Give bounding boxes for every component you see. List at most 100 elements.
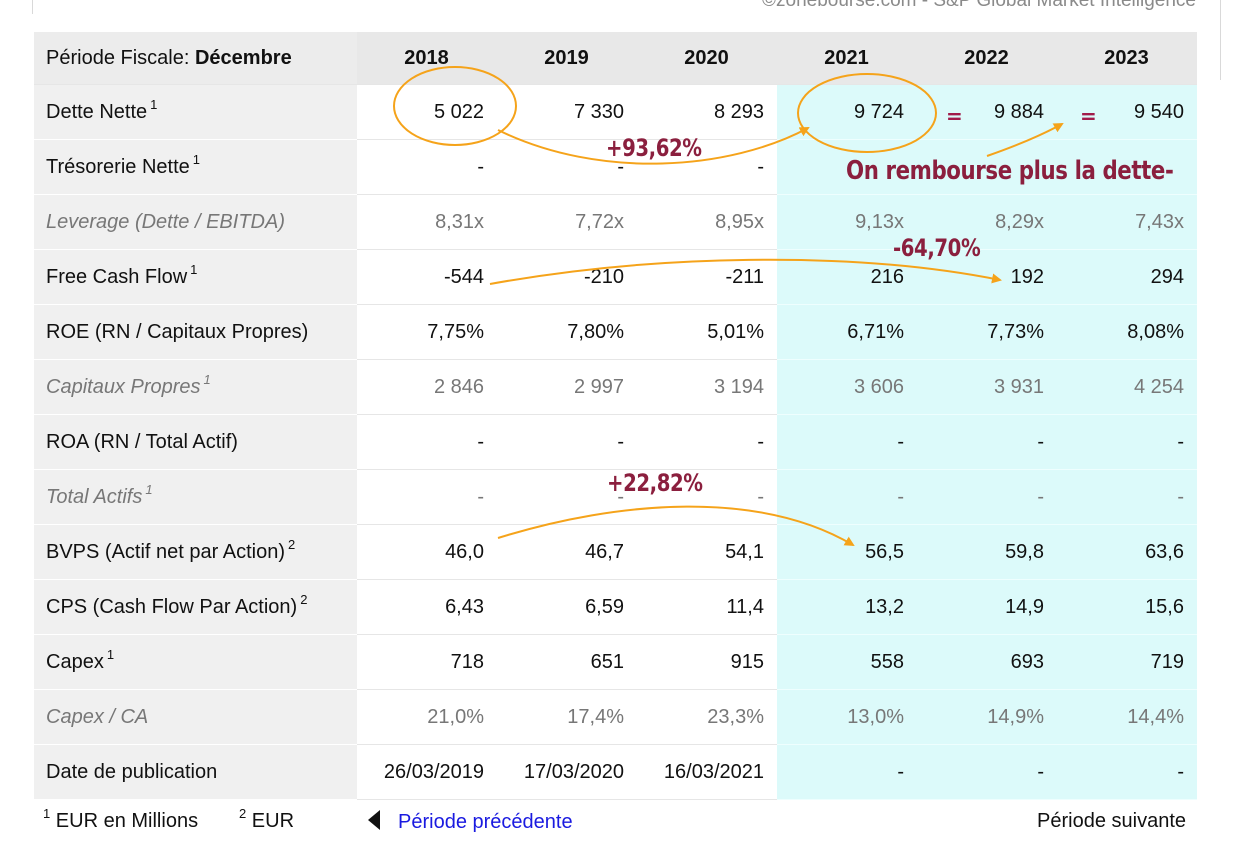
estimate-cell: 4 254 [1057, 359, 1197, 415]
estimate-cell: 13,2 [777, 579, 917, 635]
estimate-cell: - [917, 744, 1057, 800]
estimate-cell: - [1057, 469, 1197, 525]
row-label: Capitaux Propres 1 [34, 359, 357, 415]
debt-comment-annotation: On rembourse plus la dette- [846, 156, 1174, 186]
estimate-cell: 13,0% [777, 689, 917, 745]
table-row: Free Cash Flow 1 -544 -210 -211 216 192 294 [34, 249, 1197, 305]
value-cell: - [357, 414, 497, 470]
value-cell: - [357, 139, 497, 195]
year-header: 2020 [637, 32, 777, 85]
value-cell: 3 194 [637, 359, 777, 415]
right-border [1220, 0, 1221, 80]
footnote-marker: 2 [300, 591, 308, 607]
value-cell: 6,59 [497, 579, 637, 635]
table-row: Capex / CA 21,0% 17,4% 23,3% 13,0% 14,9% 14,4% [34, 689, 1197, 745]
value-cell: - [357, 469, 497, 525]
estimate-cell: - [1057, 744, 1197, 800]
row-label-text: Capex / CA [46, 705, 149, 728]
estimate-cell: - [777, 744, 917, 800]
estimate-cell: 14,4% [1057, 689, 1197, 745]
row-label-text: Leverage (Dette / EBITDA) [46, 210, 285, 233]
estimate-cell: 15,6 [1057, 579, 1197, 635]
row-label-text: BVPS (Actif net par Action) [46, 540, 285, 563]
equal-sign-2023: = [1080, 104, 1097, 128]
value-cell: 5 022 [357, 84, 497, 140]
fcf-change-annotation: -64,70% [893, 234, 981, 262]
estimate-cell: 59,8 [917, 524, 1057, 580]
row-label: Total Actifs 1 [34, 469, 357, 525]
previous-period-link[interactable]: Période précédente [368, 810, 573, 834]
row-label: BVPS (Actif net par Action) 2 [34, 524, 357, 580]
value-cell: 23,3% [637, 689, 777, 745]
estimate-cell: 9 884 [917, 84, 1057, 140]
estimate-cell: 9,13x [777, 194, 917, 250]
footnote-2: 2 EUR [236, 806, 295, 833]
estimate-cell: 558 [777, 634, 917, 690]
row-label-text: Capitaux Propres [46, 375, 201, 398]
footnote-marker: 1 [192, 151, 200, 167]
footnote-marker: 1 [145, 481, 153, 497]
footnote-marker: 1 [106, 646, 115, 662]
year-header: 2018 [357, 32, 497, 85]
table-row: Date de publication 26/03/2019 17/03/2020 1… [34, 744, 1197, 800]
row-label-text: ROE (RN / Capitaux Propres) [46, 320, 309, 343]
value-cell: 11,4 [637, 579, 777, 635]
estimate-cell: 693 [917, 634, 1057, 690]
year-header: 2019 [497, 32, 637, 85]
table-row: Capitaux Propres 1 2 846 2 997 3 194 3 606 3 9… [34, 359, 1197, 415]
value-cell: 5,01% [637, 304, 777, 360]
value-cell: 17,4% [497, 689, 637, 745]
row-label: Trésorerie Nette 1 [34, 139, 357, 195]
row-label-text: Date de publication [46, 760, 218, 783]
row-label-text: Trésorerie Nette [46, 155, 190, 178]
estimate-cell: 6,71% [777, 304, 917, 360]
row-label-text: Total Actifs [46, 485, 143, 508]
estimate-cell: 7,43x [1057, 194, 1197, 250]
value-cell: 46,7 [497, 524, 637, 580]
table-row: Total Actifs 1- - - - - - [34, 469, 1197, 525]
fiscal-period-month: Décembre [194, 46, 292, 69]
value-cell: 915 [637, 634, 777, 690]
value-cell: 21,0% [357, 689, 497, 745]
footnote-marker: 1 [150, 96, 158, 112]
value-cell: -211 [637, 249, 777, 305]
table-header-row: Période Fiscale: Décembre 2018 2019 2020… [34, 32, 1197, 85]
footnote-2-marker: 2 [239, 806, 247, 821]
bvps-growth-annotation: +22,82% [607, 469, 703, 497]
estimate-cell: 9 724 [777, 84, 917, 140]
next-period-link[interactable]: Période suivante [1037, 810, 1186, 832]
estimate-cell: 3 931 [917, 359, 1057, 415]
year-header: 2022 [917, 32, 1057, 85]
footnote-marker: 2 [288, 536, 296, 552]
estimate-cell: 56,5 [777, 524, 917, 580]
source-credit: ©zonebourse.com - S&P Global Market Inte… [762, 0, 1196, 11]
fiscal-period-prefix: Période Fiscale: [46, 46, 195, 69]
estimate-cell: 719 [1057, 634, 1197, 690]
financial-table: Période Fiscale: Décembre 2018 2019 2020… [34, 32, 1197, 800]
estimate-cell: 9 540 [1057, 84, 1197, 140]
footnote-2-text: EUR [251, 810, 295, 832]
estimate-cell: - [777, 414, 917, 470]
value-cell: 7,75% [357, 304, 497, 360]
table-row: BVPS (Actif net par Action) 2 46,0 46,7 54,1… [34, 524, 1197, 580]
year-header: 2023 [1057, 32, 1197, 85]
debt-growth-annotation: +93,62% [606, 134, 702, 162]
value-cell: 46,0 [357, 524, 497, 580]
estimate-cell: - [1057, 414, 1197, 470]
row-label-text: Capex [46, 650, 104, 673]
fiscal-period-header: Période Fiscale: Décembre [34, 32, 357, 85]
value-cell: 8,31x [357, 194, 497, 250]
table-row: ROA (RN / Total Actif) - - - - - - [34, 414, 1197, 470]
row-label-text: CPS (Cash Flow Par Action) [46, 595, 298, 618]
row-label: CPS (Cash Flow Par Action) 2 [34, 579, 357, 635]
estimate-cell: 294 [1057, 249, 1197, 305]
estimate-cell: 63,6 [1057, 524, 1197, 580]
row-label-text: Free Cash Flow [46, 265, 188, 288]
row-label: Free Cash Flow 1 [34, 249, 357, 305]
value-cell: 7,72x [497, 194, 637, 250]
value-cell: 8 293 [637, 84, 777, 140]
value-cell: 17/03/2020 [497, 744, 637, 800]
value-cell: 2 997 [497, 359, 637, 415]
footnote-marker: 1 [203, 371, 211, 387]
row-label: Dette Nette 1 [34, 84, 357, 140]
